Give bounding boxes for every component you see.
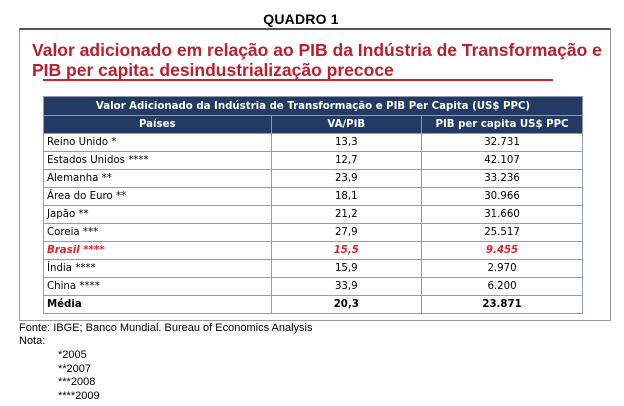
- table-row: Estados Unidos **** 12,7 42.107: [43, 151, 583, 170]
- cell-va-pib: 13,3: [270, 133, 423, 152]
- column-header-paises: Países: [43, 115, 272, 134]
- cell-country: Área do Euro **: [43, 187, 272, 206]
- note-item: **2007: [58, 362, 92, 375]
- notes-label: Nota:: [19, 335, 46, 347]
- cell-pib-per-capita: 2.970: [421, 259, 583, 278]
- cell-va-pib: 21,2: [270, 205, 423, 224]
- source-text: Fonte: IBGE; Banco Mundial. Bureau of Ec…: [19, 322, 313, 334]
- cell-pib-per-capita: 32.731: [421, 133, 583, 152]
- table-super-header: Valor Adicionado da Indústria de Transfo…: [43, 96, 583, 116]
- note-item: ****2009: [58, 389, 100, 402]
- table-row: Japão ** 21,2 31.660: [43, 205, 583, 224]
- cell-pib-per-capita: 23.871: [421, 295, 583, 314]
- cell-country: Índia ****: [43, 259, 272, 278]
- cell-va-pib: 27,9: [270, 223, 423, 242]
- table-row: China **** 33,9 6.200: [43, 277, 583, 296]
- cell-country: Brasil ****: [43, 241, 272, 260]
- cell-country: China ****: [43, 277, 272, 296]
- cell-pib-per-capita: 31.660: [421, 205, 583, 224]
- notes-list: *2005 **2007 ***2008 ****2009: [58, 349, 100, 403]
- cell-pib-per-capita: 33.236: [421, 169, 583, 188]
- table-row: Alemanha ** 23,9 33.236: [43, 169, 583, 188]
- headline: Valor adicionado em relação ao PIB da In…: [32, 40, 602, 80]
- column-header-va-pib: VA/PIB: [270, 115, 423, 134]
- table-row: Coreia *** 27,9 25.517: [43, 223, 583, 242]
- cell-va-pib: 18,1: [270, 187, 423, 206]
- cell-pib-per-capita: 25.517: [421, 223, 583, 242]
- cell-country: Estados Unidos ****: [43, 151, 272, 170]
- data-table: Valor Adicionado da Indústria de Transfo…: [43, 96, 583, 314]
- note-item: *2005: [58, 349, 87, 361]
- cell-country: Média: [43, 295, 272, 314]
- quadro-title: QUADRO 1: [263, 11, 339, 27]
- cell-country: Reino Unido *: [43, 133, 272, 152]
- cell-va-pib: 23,9: [270, 169, 423, 188]
- source-note: Fonte: IBGE; Banco Mundial. Bureau of Ec…: [19, 322, 312, 348]
- cell-country: Coreia ***: [43, 223, 272, 242]
- table-row: Reino Unido * 13,3 32.731: [43, 133, 583, 152]
- cell-va-pib: 15,5: [270, 241, 423, 260]
- cell-va-pib: 12,7: [270, 151, 423, 170]
- cell-va-pib: 15,9: [270, 259, 423, 278]
- table-row-highlight-brasil: Brasil **** 15,5 9.455: [43, 241, 583, 260]
- cell-pib-per-capita: 30.966: [421, 187, 583, 206]
- headline-underline: [43, 79, 553, 81]
- note-item: ***2008: [58, 376, 96, 388]
- cell-pib-per-capita: 6.200: [421, 277, 583, 296]
- table-row: Área do Euro ** 18,1 30.966: [43, 187, 583, 206]
- cell-country: Japão **: [43, 205, 272, 224]
- cell-pib-per-capita: 42.107: [421, 151, 583, 170]
- table-row: Índia **** 15,9 2.970: [43, 259, 583, 278]
- cell-va-pib: 33,9: [270, 277, 423, 296]
- figure-frame: Valor adicionado em relação ao PIB da In…: [19, 28, 611, 321]
- cell-va-pib: 20,3: [270, 295, 423, 314]
- cell-country: Alemanha **: [43, 169, 272, 188]
- cell-pib-per-capita: 9.455: [421, 241, 583, 260]
- column-header-pib-per-capita: PIB per capita US$ PPC: [421, 115, 583, 134]
- table-row-average: Média 20,3 23.871: [43, 295, 583, 314]
